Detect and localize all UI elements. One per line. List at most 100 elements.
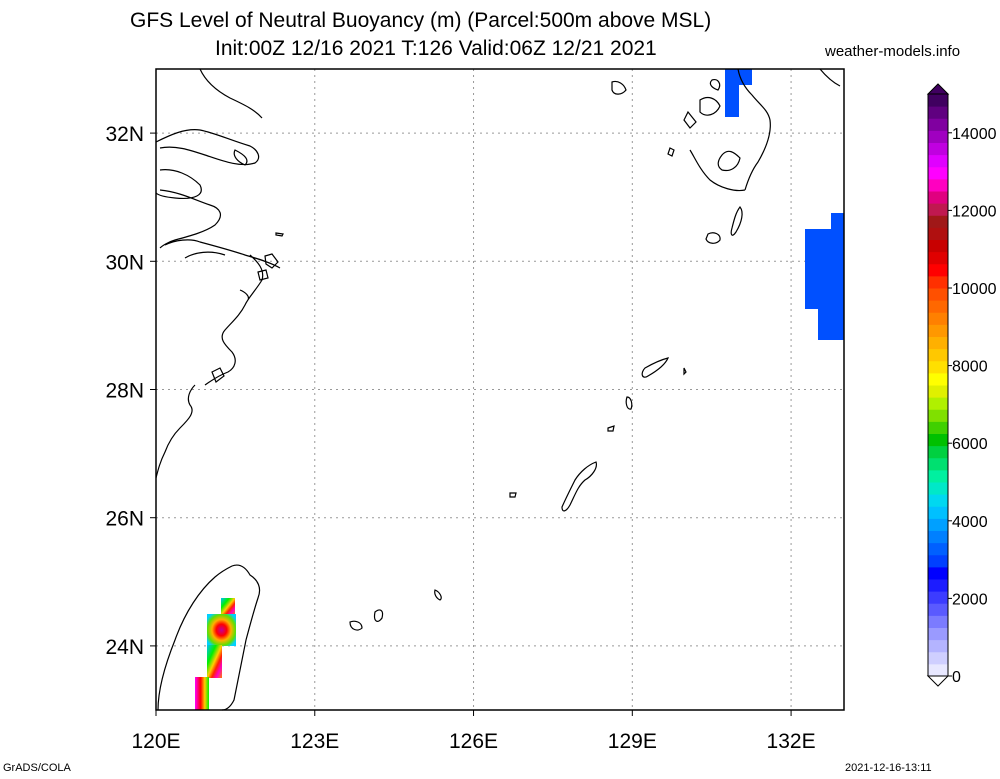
island xyxy=(275,232,284,237)
island xyxy=(611,80,627,95)
colorbar-swatch xyxy=(928,118,948,131)
colorbar-swatch xyxy=(928,336,948,350)
x-tick-label: 123E xyxy=(290,730,339,753)
y-tick-label: 24N xyxy=(105,636,144,659)
colorbar-swatch xyxy=(928,300,948,313)
colorbar-swatch xyxy=(928,469,948,483)
x-tick-label: 120E xyxy=(131,730,180,753)
colorbar-swatch xyxy=(928,130,948,143)
data-cell xyxy=(221,598,235,615)
data-cell xyxy=(831,213,844,230)
island xyxy=(264,253,279,269)
chart-title-line1: GFS Level of Neutral Buoyancy (m) (Parce… xyxy=(130,9,712,32)
colorbar-swatch xyxy=(928,360,948,374)
colorbar-swatch xyxy=(928,288,948,301)
colorbar xyxy=(926,83,950,687)
colorbar-label: 0 xyxy=(952,669,961,686)
island-taiwan xyxy=(157,564,261,711)
colorbar-swatch xyxy=(928,603,948,616)
colorbar-swatch xyxy=(928,651,948,665)
footer-credit: GrADS/COLA xyxy=(3,762,71,774)
x-tick-label: 126E xyxy=(449,730,498,753)
island-iriomote xyxy=(349,620,363,631)
colorbar-swatch xyxy=(928,227,948,240)
colorbar-swatch xyxy=(928,506,948,519)
colorbar-swatch xyxy=(928,263,948,277)
colorbar-swatch xyxy=(928,203,948,216)
x-tick-label: 132E xyxy=(767,730,816,753)
colorbar-swatch xyxy=(928,372,948,386)
colorbar-outline xyxy=(927,93,949,677)
colorbar-swatch xyxy=(928,566,948,580)
data-cell xyxy=(207,645,222,678)
colorbar-swatch xyxy=(928,518,948,531)
footer-timestamp: 2021-12-16-13:11 xyxy=(845,762,932,774)
colorbar-swatch xyxy=(928,421,948,434)
island-okinawa xyxy=(561,461,597,512)
y-axis-labels: 32N 30N 28N 26N 24N xyxy=(105,123,144,659)
colorbar-swatch xyxy=(928,445,948,459)
colorbar-swatch xyxy=(928,178,948,192)
colorbar-swatch xyxy=(928,94,948,107)
colorbar-swatch xyxy=(928,385,948,398)
y-tick-label: 26N xyxy=(105,508,144,531)
colorbar-swatch xyxy=(928,591,948,604)
colorbar-swatch xyxy=(928,142,948,156)
data-cell xyxy=(805,229,844,309)
site-label: weather-models.info xyxy=(825,43,961,60)
colorbar-label: 8000 xyxy=(952,359,988,376)
colorbar-label: 2000 xyxy=(952,591,988,608)
colorbar-swatch xyxy=(928,554,948,568)
gridlines xyxy=(156,69,844,710)
colorbar-swatch xyxy=(928,397,948,410)
data-cell xyxy=(725,69,752,85)
coastlines xyxy=(155,68,841,711)
y-tick-label: 28N xyxy=(105,380,144,403)
colorbar-swatch xyxy=(928,433,948,447)
colorbar-swatch xyxy=(928,494,948,507)
colorbar-swatch xyxy=(928,166,948,180)
coastline-kyushu xyxy=(683,68,841,192)
colorbar-swatch xyxy=(928,348,948,362)
data-shading xyxy=(195,69,844,710)
colorbar-swatch xyxy=(928,215,948,228)
colorbar-swatch xyxy=(928,579,948,592)
colorbar-labels: 0 2000 4000 6000 8000 10000 12000 14000 xyxy=(948,126,997,686)
island-tanegashima xyxy=(730,206,743,236)
colorbar-swatch xyxy=(928,312,948,325)
data-cell xyxy=(207,614,236,646)
colorbar-swatch xyxy=(928,324,948,337)
colorbar-swatch xyxy=(928,457,948,471)
colorbar-swatch xyxy=(928,409,948,422)
x-axis-labels: 120E 123E 126E 129E 132E xyxy=(131,730,815,753)
colorbar-swatch xyxy=(928,627,948,641)
colorbar-min-arrow xyxy=(926,675,950,687)
colorbar-swatch xyxy=(928,239,948,253)
data-cell xyxy=(818,309,844,340)
colorbar-swatch xyxy=(928,275,948,289)
island xyxy=(211,367,225,383)
colorbar-label: 4000 xyxy=(952,514,988,531)
island-amami xyxy=(641,357,670,378)
chart-title-line2: Init:00Z 12/16 2021 T:126 Valid:06Z 12/2… xyxy=(215,37,657,60)
colorbar-swatch xyxy=(928,615,948,628)
colorbar-label: 6000 xyxy=(952,436,988,453)
island xyxy=(509,492,517,498)
colorbar-swatch xyxy=(928,251,948,265)
island-ishigaki xyxy=(373,609,384,622)
colorbar-swatch xyxy=(928,154,948,168)
colorbar-label: 14000 xyxy=(952,126,997,143)
colorbar-max-arrow xyxy=(926,83,950,95)
colorbar-swatch xyxy=(928,191,948,204)
island xyxy=(683,367,687,376)
colorbar-label: 10000 xyxy=(952,281,997,298)
y-tick-label: 32N xyxy=(105,123,144,146)
island-yakushima xyxy=(705,232,721,244)
colorbar-swatch xyxy=(928,663,948,677)
colorbar-swatch xyxy=(928,106,948,119)
coastline-china xyxy=(155,68,281,479)
island-miyako xyxy=(434,589,442,601)
island xyxy=(257,269,269,281)
y-tick-label: 30N xyxy=(105,251,144,274)
colorbar-swatch xyxy=(928,482,948,495)
